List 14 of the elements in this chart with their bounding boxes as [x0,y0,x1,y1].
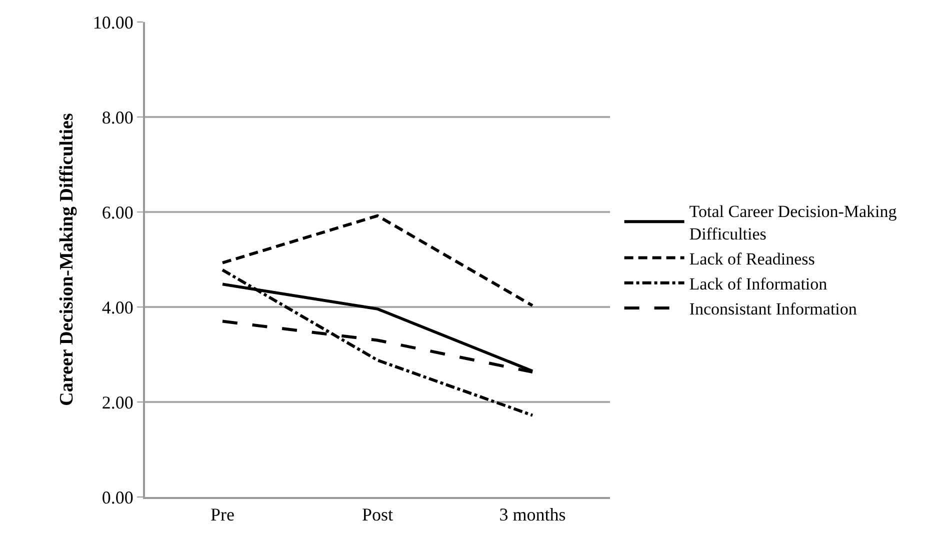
y-axis-title: Career Decision-Making Difficulties [56,113,78,406]
y-tick-label: 6.00 [102,202,134,222]
legend-label: Total Career Decision-Making Difficulties [689,202,898,244]
y-tick-label: 2.00 [102,392,134,412]
y-tick-label: 4.00 [102,297,134,318]
x-tick-label: Post [362,504,394,525]
x-tick-label: Pre [210,504,235,525]
legend-label: Lack of Information [689,274,828,294]
legend-label: Lack of Readiness [689,249,815,268]
legend-label: Inconsistant Information [689,300,858,319]
x-tick-label: 3 months [499,504,566,525]
y-tick-label: 0.00 [102,487,134,508]
y-tick-label: 10.00 [92,12,134,32]
y-tick-label: 8.00 [102,107,134,128]
